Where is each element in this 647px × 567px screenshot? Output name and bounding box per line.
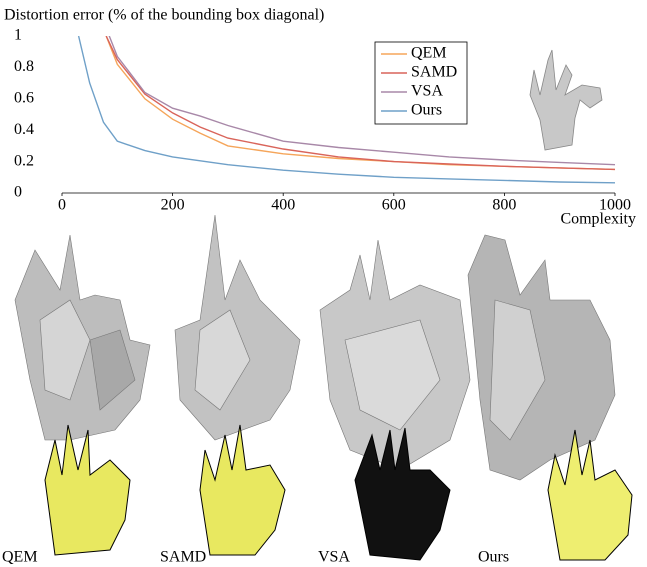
- mesh-qem: [15, 235, 150, 440]
- panel-caption: VSA: [318, 549, 350, 566]
- y-tick-label: 0.2: [14, 152, 34, 169]
- x-tick-label: 400: [271, 197, 295, 214]
- mesh-samd: [175, 215, 300, 440]
- legend-label: VSA: [411, 83, 443, 100]
- y-tick-label: 0.4: [14, 121, 34, 138]
- panel-caption: SAMD: [160, 549, 206, 566]
- x-tick-label: 200: [161, 197, 185, 214]
- panel-caption: QEM: [2, 549, 38, 566]
- x-tick-label: 600: [382, 197, 406, 214]
- plot: 0 0.2 0.4 0.6 0.8 1 0 200 400 600 800 1000 QEM SAMD VS…: [14, 27, 631, 214]
- chart-title: Distortion error (% of the bounding box …: [4, 7, 324, 24]
- x-tick-label: 1000: [599, 197, 631, 214]
- x-tick-label: 0: [58, 197, 66, 214]
- legend-label: SAMD: [411, 64, 457, 81]
- error-hand-qem: [45, 425, 130, 555]
- x-tick-label: 800: [492, 197, 516, 214]
- y-tick-label: 1: [14, 27, 22, 44]
- y-tick-label: 0: [14, 184, 22, 201]
- panel-caption: Ours: [478, 549, 509, 566]
- mesh-vsa: [320, 240, 470, 470]
- legend-label: QEM: [411, 45, 447, 62]
- legend-label: Ours: [411, 102, 442, 119]
- y-tick-label: 0.6: [14, 89, 34, 106]
- figure: Distortion error (% of the bounding box …: [0, 0, 647, 567]
- y-tick-label: 0.8: [14, 58, 34, 75]
- error-hand-samd: [200, 425, 285, 555]
- mesh-ours: [468, 235, 615, 480]
- hand-icon: [530, 50, 602, 150]
